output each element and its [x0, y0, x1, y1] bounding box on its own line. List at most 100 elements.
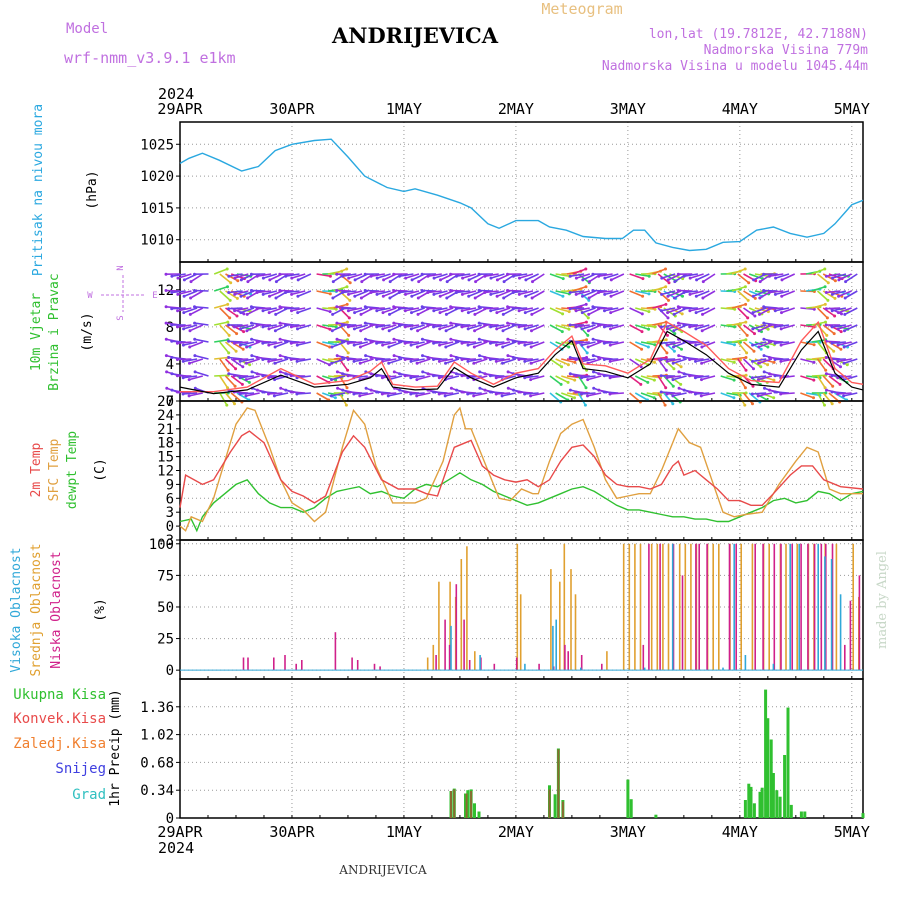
wind-arrow [439, 307, 454, 314]
wind-arrow-head [227, 307, 231, 311]
wind-arrow [382, 341, 397, 346]
wind-arrow [667, 341, 682, 346]
wind-arrow-head [454, 339, 458, 343]
wind-arrow-head [768, 388, 772, 392]
wind-arrow [518, 307, 534, 312]
wind-arrow [737, 307, 749, 319]
wind-arrow-head [679, 365, 683, 369]
wind-arrow-head [352, 359, 356, 363]
wind-arrow-head [397, 291, 401, 294]
wind-arrow-head [165, 370, 169, 374]
wind-arrow [689, 290, 704, 296]
wind-arrow-head [653, 307, 657, 311]
wind-arrow-head [603, 276, 607, 280]
wind-arrow [348, 307, 363, 312]
wind-arrow-head [227, 372, 231, 376]
wind-arrow-head [347, 276, 351, 280]
wind-arrow-head [671, 384, 675, 388]
y-tick-label: 27 [157, 394, 174, 410]
wind-arrow-head [744, 391, 748, 395]
wind-arrow-head [682, 307, 686, 311]
wind-arrow-head [609, 278, 613, 282]
wind-arrow-head [363, 305, 367, 309]
wind-arrow [525, 273, 539, 281]
wind-arrow [285, 307, 300, 310]
wind-arrow [257, 273, 272, 277]
wind-arrow-head [398, 388, 402, 392]
wind-arrow [657, 358, 667, 371]
wind-arrow-head [336, 386, 340, 390]
wind-arrow [737, 392, 746, 406]
wind-arrow [635, 290, 650, 295]
wind-arrow [257, 340, 272, 343]
wind-arrow-head [502, 296, 506, 300]
wind-arrow [816, 307, 828, 319]
wind-arrow-head [586, 394, 589, 398]
wind-arrow-head [597, 339, 601, 343]
wind-arrow [742, 341, 755, 352]
wind-arrow [832, 290, 847, 296]
wind-arrow-head [242, 312, 246, 316]
wind-arrow [405, 358, 420, 361]
wind-arrow-head [409, 376, 413, 380]
wind-arrow [838, 290, 852, 297]
wind-arrow [370, 273, 386, 277]
wind-arrow-head [587, 296, 591, 300]
wind-arrow-head [700, 345, 704, 349]
wind-arrow [177, 341, 192, 344]
wind-arrow-head [437, 359, 441, 363]
wind-arrow [652, 268, 666, 275]
wind-arrow-head [597, 323, 601, 327]
wind-arrow-head [392, 321, 396, 325]
wind-arrow-head [403, 390, 407, 394]
wind-arrow-head [392, 272, 396, 276]
precip-total-bar [861, 813, 865, 818]
wind-arrow-head [170, 356, 174, 359]
wind-arrow [183, 375, 198, 379]
wind-arrow-head [843, 312, 847, 316]
wind-arrow-head [445, 296, 449, 300]
wind-arrow [822, 375, 834, 387]
y-tick-label: 0 [166, 394, 174, 410]
wind-arrow [285, 273, 300, 277]
wind-arrow [348, 290, 363, 296]
wind-arrow-head [404, 276, 408, 280]
wind-arrow-head [672, 349, 676, 353]
wind-arrow-head [517, 325, 521, 329]
wind-arrow [576, 273, 591, 279]
wind-arrow [663, 358, 675, 370]
wind-arrow-head [188, 312, 192, 316]
wind-arrow-head [437, 376, 441, 380]
wind-arrow-head [244, 361, 248, 365]
wind-arrow-head [495, 343, 498, 347]
wind-arrow [811, 303, 826, 309]
wind-arrow [752, 392, 767, 395]
wind-arrow-head [836, 343, 840, 347]
wind-arrow-head [261, 325, 265, 329]
wind-arrow-head [335, 272, 339, 276]
wind-arrow-head [249, 289, 253, 292]
wind-arrow-head [420, 272, 424, 276]
wind-arrow [194, 371, 209, 377]
wind-arrow [775, 307, 790, 312]
wind-arrow [828, 375, 841, 386]
wind-arrow-head [744, 302, 748, 306]
wind-arrow [743, 324, 755, 335]
wind-arrow-head [501, 345, 505, 349]
wind-arrow [291, 324, 306, 328]
wind-arrow-head [331, 280, 335, 284]
wind-arrow [811, 268, 826, 275]
wind-arrow-head [182, 278, 186, 282]
pressure-unit: (hPa) [85, 170, 100, 209]
wind-arrow [701, 324, 716, 332]
wind-arrow-head [348, 298, 352, 302]
wind-arrow [177, 273, 192, 279]
wind-arrow [416, 392, 431, 397]
wind-arrow-head [296, 311, 300, 315]
time-label: 1MAY [386, 823, 422, 841]
wind-arrow-head [232, 341, 236, 345]
wind-arrow [224, 375, 236, 387]
wind-arrow-head [392, 354, 396, 358]
wind-arrow [331, 358, 346, 365]
wind-arrow [763, 289, 778, 292]
